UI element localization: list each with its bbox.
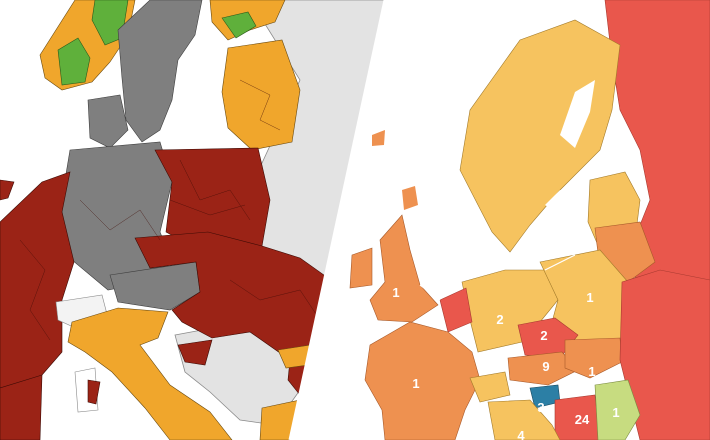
left-corsica-red-region	[87, 379, 101, 405]
label-serbia: 1	[612, 405, 619, 420]
left-norway-green-region	[57, 37, 91, 86]
right-benelux-region	[439, 287, 473, 333]
right-baltic-water	[545, 190, 575, 215]
right-map-labels: 1 2 2 1 1 9 1 3 24 1 4	[392, 285, 619, 440]
right-scandinavia-region	[459, 19, 621, 253]
right-austria-region	[507, 351, 579, 386]
right-iceland-region	[372, 130, 385, 146]
left-denmark-region	[87, 94, 129, 149]
right-france-region	[364, 321, 481, 440]
left-uk-edge-region	[0, 179, 15, 201]
right-croatia-region	[554, 394, 601, 440]
split-divider	[288, 0, 387, 440]
left-map	[0, 0, 385, 440]
right-italy-region	[487, 399, 561, 440]
left-italy-region	[67, 307, 233, 440]
label-uk: 1	[392, 285, 399, 300]
label-germany: 2	[496, 312, 503, 327]
left-central-east-region	[134, 231, 346, 361]
left-croatia-region	[177, 339, 213, 366]
left-finland-green-region	[221, 11, 257, 39]
right-ireland-region	[349, 247, 373, 289]
label-france: 1	[412, 376, 419, 391]
right-serbia-region	[594, 379, 641, 440]
right-uk-north-region	[402, 186, 418, 210]
label-czechia: 2	[540, 328, 547, 343]
left-baltics-region	[221, 39, 301, 151]
left-iberia-region	[0, 374, 43, 440]
left-sweden-region	[117, 0, 203, 143]
right-switzerland-region	[469, 371, 511, 403]
label-croatia: 24	[575, 412, 590, 427]
label-italy: 4	[517, 428, 525, 440]
right-slovakia-region	[564, 337, 623, 379]
right-bothnia-water	[560, 80, 595, 148]
label-slovakia: 1	[588, 364, 595, 379]
left-regional-borders	[19, 79, 321, 341]
label-slovenia: 3	[537, 400, 544, 415]
label-poland: 1	[586, 290, 593, 305]
right-uk-region	[369, 214, 439, 323]
right-ukraine-region	[619, 269, 710, 440]
label-austria: 9	[542, 359, 549, 374]
right-coastlines	[419, 254, 576, 301]
